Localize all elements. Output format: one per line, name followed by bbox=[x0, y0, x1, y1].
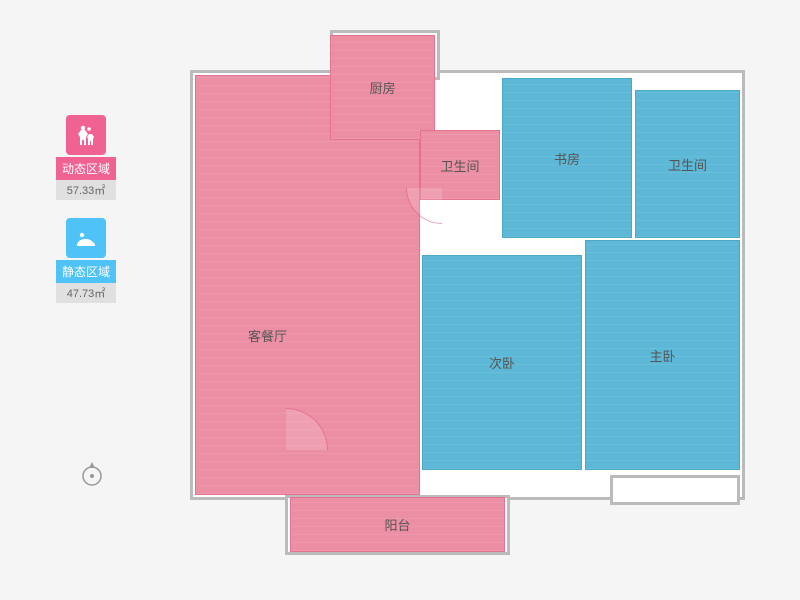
room-label-second: 次卧 bbox=[489, 353, 515, 372]
room-label-living: 客餐厅 bbox=[248, 326, 287, 345]
floorplan: 客餐厅 厨房卫生间阳台 书房 卫生间主卧 次卧 bbox=[190, 30, 750, 570]
room-master: 主卧 bbox=[585, 240, 740, 470]
room-second: 次卧 bbox=[422, 255, 582, 470]
compass-icon bbox=[78, 460, 106, 488]
legend-dynamic-value: 57.33㎡ bbox=[56, 180, 116, 200]
room-kitchen: 厨房 bbox=[330, 35, 435, 140]
legend: 动态区域 57.33㎡ 静态区域 47.73㎡ bbox=[56, 115, 116, 321]
rest-icon bbox=[66, 218, 106, 258]
legend-static-value: 47.73㎡ bbox=[56, 283, 116, 303]
room-label-study: 书房 bbox=[554, 149, 580, 168]
people-icon bbox=[66, 115, 106, 155]
room-label-bath1: 卫生间 bbox=[440, 156, 479, 175]
legend-dynamic-label: 动态区域 bbox=[56, 157, 116, 180]
room-label-kitchen: 厨房 bbox=[369, 78, 395, 97]
legend-static-label: 静态区域 bbox=[56, 260, 116, 283]
room-balcony: 阳台 bbox=[290, 497, 505, 552]
room-study: 书房 bbox=[502, 78, 632, 238]
room-label-balcony: 阳台 bbox=[384, 515, 410, 534]
legend-static: 静态区域 47.73㎡ bbox=[56, 218, 116, 303]
room-bath2: 卫生间 bbox=[635, 90, 740, 238]
room-label-bath2: 卫生间 bbox=[668, 155, 707, 174]
room-label-master: 主卧 bbox=[649, 346, 675, 365]
legend-dynamic: 动态区域 57.33㎡ bbox=[56, 115, 116, 200]
wall-outline bbox=[610, 475, 740, 505]
